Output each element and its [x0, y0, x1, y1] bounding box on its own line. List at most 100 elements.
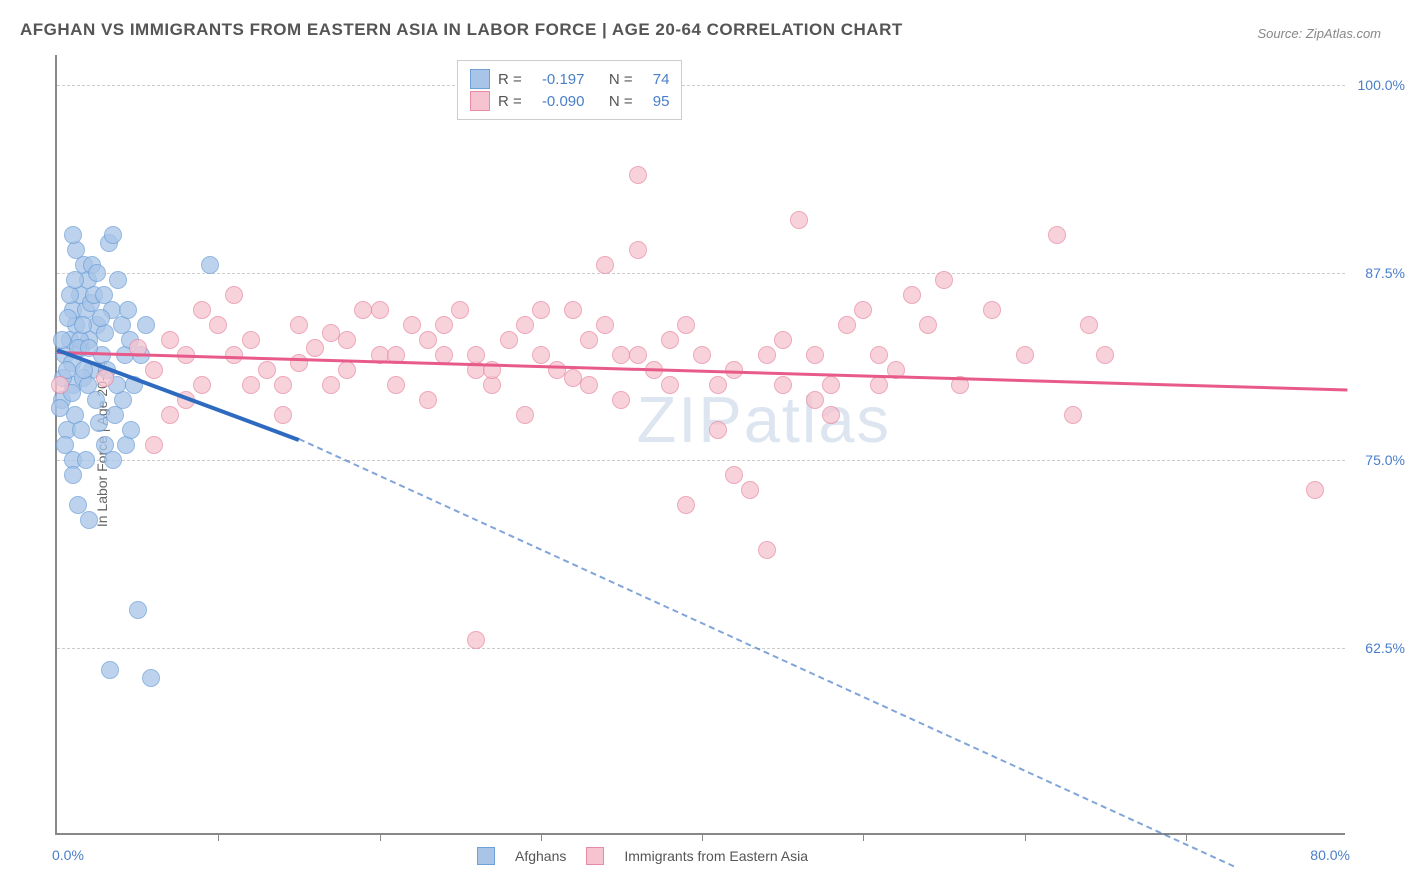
data-point [77, 451, 95, 469]
data-point [242, 376, 260, 394]
data-point [161, 331, 179, 349]
data-point [92, 309, 110, 327]
data-point [580, 331, 598, 349]
data-point [919, 316, 937, 334]
data-point [419, 391, 437, 409]
data-point [774, 376, 792, 394]
watermark: ZIPatlas [637, 382, 891, 457]
gridline [57, 460, 1345, 461]
data-point [95, 286, 113, 304]
x-tick [1186, 833, 1187, 841]
data-point [806, 346, 824, 364]
data-point [122, 421, 140, 439]
data-point [274, 406, 292, 424]
data-point [66, 271, 84, 289]
data-point [101, 661, 119, 679]
data-point [1096, 346, 1114, 364]
data-point [142, 669, 160, 687]
gridline [57, 648, 1345, 649]
legend-n-label: N = [609, 71, 633, 88]
chart-plot-area: In Labor Force | Age 20-64 ZIPatlas 62.5… [55, 55, 1345, 835]
data-point [145, 361, 163, 379]
legend-swatch-2 [470, 91, 490, 111]
data-point [532, 301, 550, 319]
data-point [838, 316, 856, 334]
data-point [612, 391, 630, 409]
data-point [935, 271, 953, 289]
legend-label-eastern-asia: Immigrants from Eastern Asia [624, 848, 808, 864]
data-point [725, 466, 743, 484]
data-point [661, 331, 679, 349]
data-point [51, 376, 69, 394]
data-point [137, 316, 155, 334]
data-point [806, 391, 824, 409]
data-point [983, 301, 1001, 319]
data-point [419, 331, 437, 349]
data-point [161, 406, 179, 424]
data-point [596, 256, 614, 274]
data-point [56, 436, 74, 454]
data-point [129, 601, 147, 619]
data-point [290, 316, 308, 334]
data-point [1306, 481, 1324, 499]
x-tick [218, 833, 219, 841]
data-point [387, 376, 405, 394]
regression-line-afghans-dashed [298, 438, 1234, 867]
data-point [104, 226, 122, 244]
y-tick-label: 87.5% [1350, 265, 1405, 281]
data-point [145, 436, 163, 454]
legend-r-label: R = [498, 71, 522, 88]
data-point [306, 339, 324, 357]
data-point [516, 406, 534, 424]
data-point [51, 399, 69, 417]
data-point [564, 301, 582, 319]
data-point [225, 286, 243, 304]
data-point [74, 316, 92, 334]
data-point [854, 301, 872, 319]
x-axis-max-label: 80.0% [1310, 847, 1350, 863]
data-point [709, 376, 727, 394]
gridline [57, 273, 1345, 274]
data-point [677, 316, 695, 334]
legend-row-series-2: R = -0.090 N = 95 [470, 91, 669, 111]
legend-n-value-1: 74 [653, 71, 670, 88]
gridline [57, 85, 1345, 86]
data-point [53, 331, 71, 349]
data-point [80, 511, 98, 529]
data-point [274, 376, 292, 394]
data-point [500, 331, 518, 349]
y-tick-label: 100.0% [1350, 77, 1405, 93]
data-point [661, 376, 679, 394]
legend-r-label: R = [498, 93, 522, 110]
data-point [193, 376, 211, 394]
data-point [201, 256, 219, 274]
data-point [119, 301, 137, 319]
data-point [88, 264, 106, 282]
data-point [741, 481, 759, 499]
data-point [596, 316, 614, 334]
data-point [1080, 316, 1098, 334]
chart-title: AFGHAN VS IMMIGRANTS FROM EASTERN ASIA I… [20, 20, 903, 40]
data-point [451, 301, 469, 319]
y-tick-label: 75.0% [1350, 452, 1405, 468]
data-point [242, 331, 260, 349]
data-point [709, 421, 727, 439]
data-point [903, 286, 921, 304]
data-point [467, 346, 485, 364]
correlation-legend: R = -0.197 N = 74 R = -0.090 N = 95 [457, 60, 682, 120]
data-point [403, 316, 421, 334]
data-point [870, 346, 888, 364]
data-point [629, 166, 647, 184]
data-point [435, 316, 453, 334]
legend-label-afghans: Afghans [515, 848, 566, 864]
legend-swatch-afghans [477, 847, 495, 865]
data-point [193, 301, 211, 319]
data-point [774, 331, 792, 349]
data-point [822, 406, 840, 424]
data-point [104, 451, 122, 469]
data-point [629, 346, 647, 364]
data-point [580, 376, 598, 394]
data-point [516, 316, 534, 334]
data-point [1064, 406, 1082, 424]
data-point [338, 361, 356, 379]
